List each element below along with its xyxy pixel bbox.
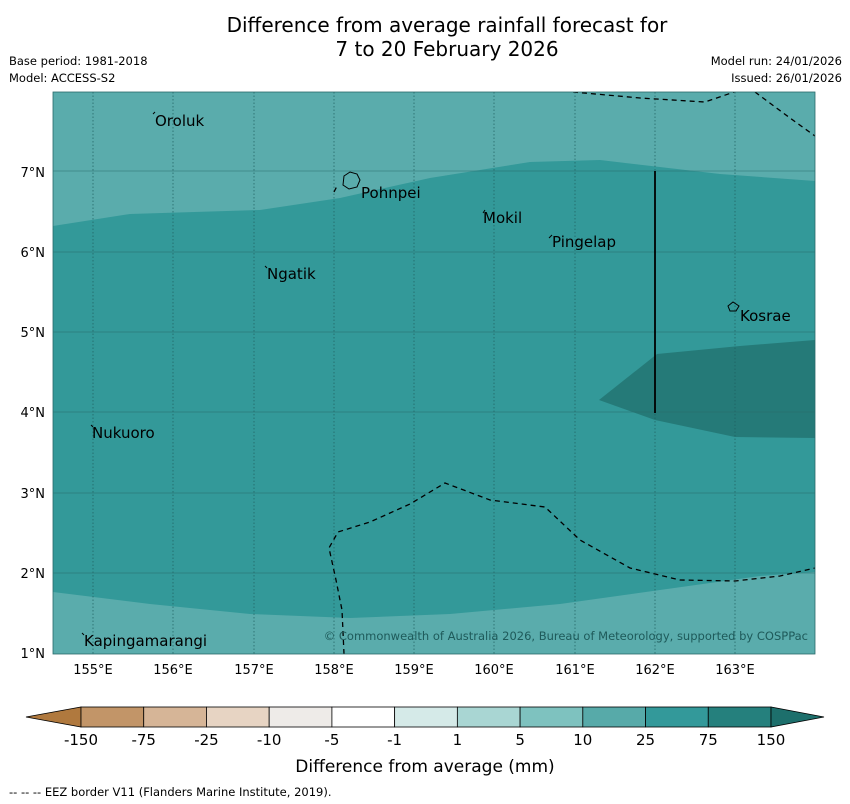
colorbar-tick-label: -1 xyxy=(387,731,402,749)
lon-tick-label: 160°E xyxy=(474,663,514,678)
place-label: Oroluk xyxy=(155,112,204,130)
place-label: Pingelap xyxy=(552,233,616,251)
latitude-lines xyxy=(53,170,815,574)
lon-tick-label: 156°E xyxy=(153,663,193,678)
lat-tick-label: 1°N xyxy=(21,647,46,662)
lat-tick-label: 6°N xyxy=(21,246,46,261)
lat-tick-label: 4°N xyxy=(21,406,46,421)
lon-tick-label: 155°E xyxy=(73,663,113,678)
colorbar-tick-label: 25 xyxy=(636,731,655,749)
title-line-2: 7 to 20 February 2026 xyxy=(335,37,559,61)
colorbar-segment xyxy=(80,706,145,728)
colorbar-tick-label: -150 xyxy=(64,731,98,749)
anomaly-band-over-150 xyxy=(599,340,815,438)
colorbar-tick-label: -75 xyxy=(131,731,156,749)
colorbar-tick-label: 10 xyxy=(573,731,592,749)
colorbar-segment xyxy=(268,706,333,728)
map-area: Oroluk Pohnpei Mokil Pingelap Ngatik Kos… xyxy=(53,92,815,654)
lat-tick-label: 2°N xyxy=(21,567,46,582)
map-frame xyxy=(52,91,816,655)
anomaly-band-75-150 xyxy=(53,160,815,618)
issued-date: Issued: 26/01/2026 xyxy=(731,71,842,85)
colorbar-segment xyxy=(456,706,521,728)
eez-legend-note: -- -- -- EEZ border V11 (Flanders Marine… xyxy=(9,785,332,799)
pohnpei-island xyxy=(342,171,361,190)
colorbar-extension-high xyxy=(770,706,825,728)
lat-tick-label: 7°N xyxy=(21,166,46,181)
colorbar-segment xyxy=(206,706,270,728)
colorbar-tick-label: 150 xyxy=(757,731,786,749)
colorbar-tick-label: -5 xyxy=(324,731,339,749)
place-label: Mokil xyxy=(483,209,522,227)
map-figure: Oroluk Pohnpei Mokil Pingelap Ngatik Kos… xyxy=(21,91,825,777)
model-run: Model run: 24/01/2026 xyxy=(710,54,842,68)
colorbar-tick-label: 5 xyxy=(515,731,525,749)
place-label: Nukuoro xyxy=(92,424,155,442)
lon-tick-label: 161°E xyxy=(555,663,595,678)
colorbar-tick-label: -10 xyxy=(257,731,282,749)
place-label: Ngatik xyxy=(267,265,316,283)
atoll-markers xyxy=(81,111,553,636)
lat-tick-label: 3°N xyxy=(21,487,46,502)
eez-border xyxy=(328,92,815,654)
lon-tick-label: 159°E xyxy=(394,663,434,678)
colorbar-segment xyxy=(143,706,207,728)
metadata-left: Base period: 1981-2018 Model: ACCESS-S2 xyxy=(9,53,148,87)
kosrae-island xyxy=(727,301,740,312)
lon-tick-label: 163°E xyxy=(715,663,755,678)
base-period: Base period: 1981-2018 xyxy=(9,54,148,68)
map-title: Difference from average rainfall forecas… xyxy=(0,13,850,61)
colorbar-segment xyxy=(582,706,646,728)
colorbar-segment xyxy=(519,706,584,728)
colorbar-tick-label: 1 xyxy=(453,731,463,749)
place-label: Kapingamarangi xyxy=(84,632,207,650)
colorbar-tick-label: -25 xyxy=(194,731,219,749)
colorbar-segment xyxy=(331,706,396,728)
lat-axis: 7°N 6°N 5°N 4°N 3°N 2°N 1°N xyxy=(21,166,46,662)
colorbar-extension-low xyxy=(25,706,82,728)
copyright-notice: © Commonwealth of Australia 2026, Bureau… xyxy=(324,629,808,643)
title-line-1: Difference from average rainfall forecas… xyxy=(226,13,668,37)
colorbar-title: Difference from average (mm) xyxy=(295,757,554,777)
colorbar-segment xyxy=(645,706,709,728)
place-label: Pohnpei xyxy=(361,184,421,202)
lat-tick-label: 5°N xyxy=(21,326,46,341)
place-labels: Oroluk Pohnpei Mokil Pingelap Ngatik Kos… xyxy=(84,112,791,650)
colorbar: -150 -75 -25 -10 -5 -1 1 5 10 25 75 150 xyxy=(25,706,825,749)
lon-tick-label: 157°E xyxy=(234,663,274,678)
lon-tick-label: 158°E xyxy=(314,663,354,678)
lon-tick-label: 162°E xyxy=(635,663,675,678)
colorbar-tick-label: 75 xyxy=(699,731,718,749)
colorbar-segment xyxy=(394,706,458,728)
place-label: Kosrae xyxy=(740,307,791,325)
model-name: Model: ACCESS-S2 xyxy=(9,71,116,85)
lon-axis: 155°E 156°E 157°E 158°E 159°E 160°E 161°… xyxy=(73,663,755,678)
colorbar-segment xyxy=(707,706,772,728)
metadata-right: Model run: 24/01/2026 Issued: 26/01/2026 xyxy=(711,53,842,87)
